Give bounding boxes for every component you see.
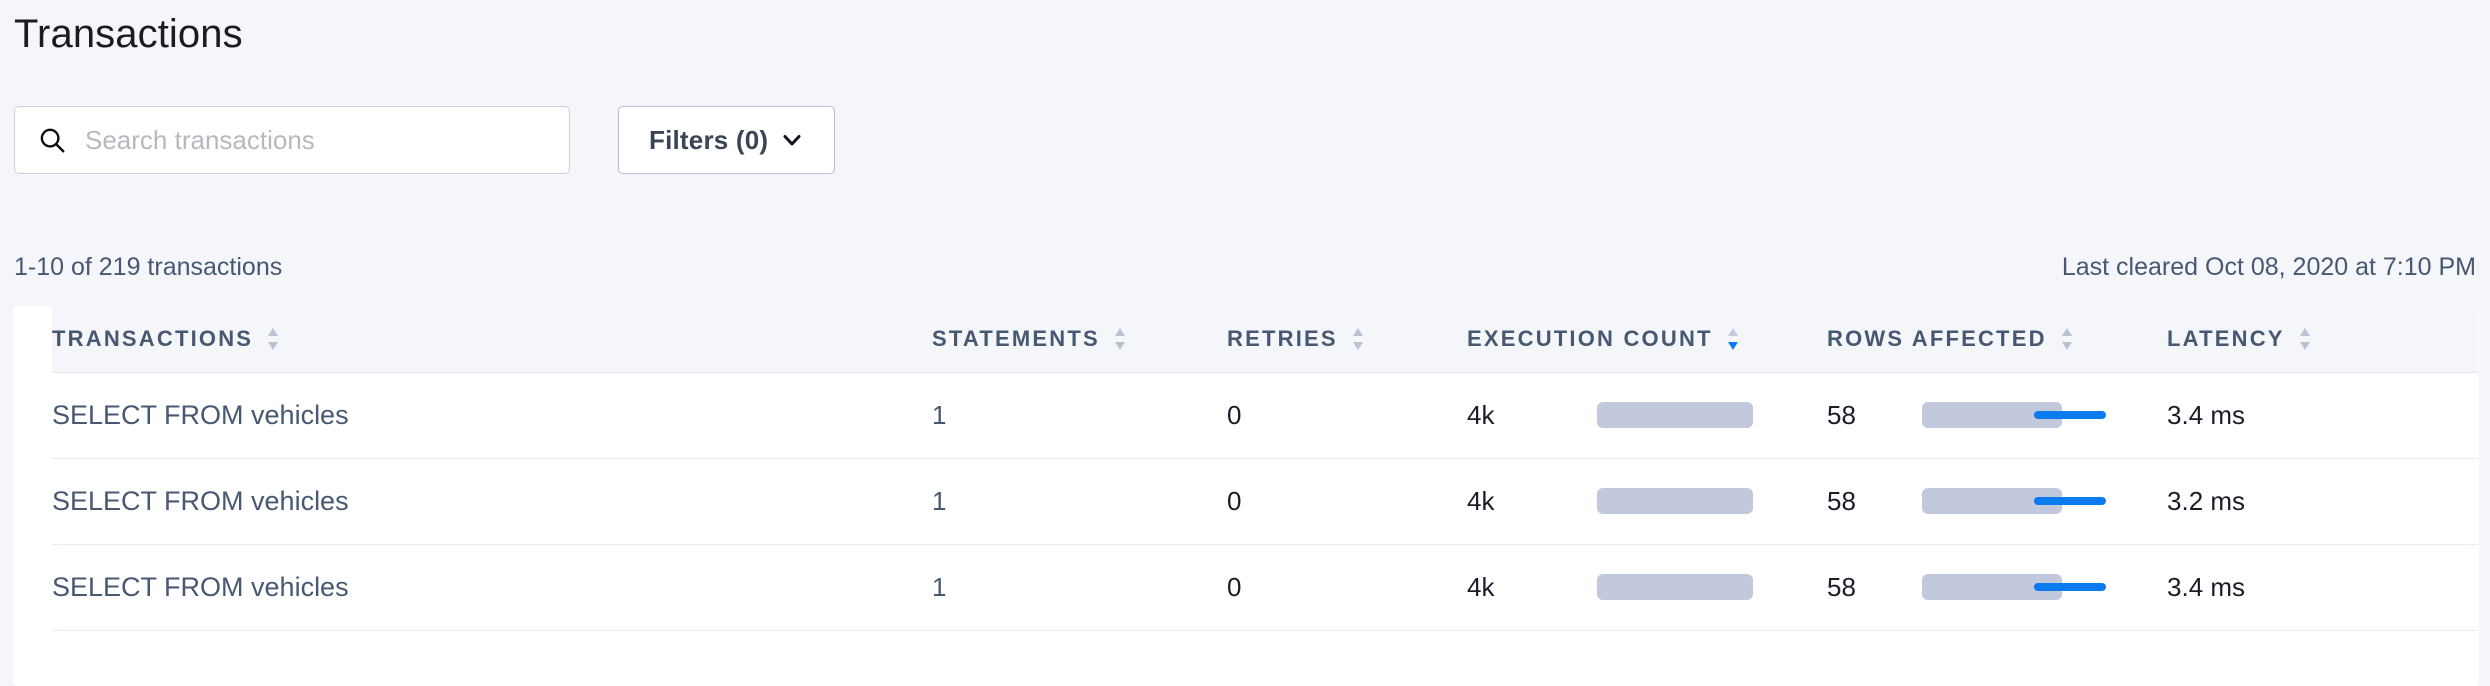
cell-execution-count: 4k: [1467, 544, 1597, 631]
rows-affected-value: 58: [1827, 400, 1856, 430]
column-header-transactions[interactable]: TRANSACTIONS: [52, 306, 932, 373]
cell-statements: 1: [932, 372, 1227, 459]
toolbar: Filters (0): [14, 106, 836, 174]
cell-rows-affected: 58: [1827, 458, 1922, 545]
cell-rows-affected-bar: [1922, 544, 2168, 631]
cell-rows-affected: 58: [1827, 372, 1922, 459]
sort-toggle-latency-icon[interactable]: [2297, 323, 2313, 355]
column-header-retries[interactable]: RETRIES: [1227, 306, 1467, 373]
retries-value: 0: [1227, 400, 1242, 430]
execution-count-bar: [1597, 402, 1797, 428]
transaction-link[interactable]: SELECT FROM vehicles: [52, 400, 349, 430]
column-header-statements[interactable]: STATEMENTS: [932, 306, 1227, 373]
results-summary: 1-10 of 219 transactions: [14, 253, 283, 281]
cell-retries: 0: [1227, 458, 1467, 545]
execution-count-value: 4k: [1467, 572, 1495, 602]
rows-affected-bar: [1922, 402, 2122, 428]
execution-count-bar-fill: [1597, 488, 1753, 514]
page-title: Transactions: [14, 12, 243, 56]
cell-execution-count-bar: [1597, 458, 1827, 545]
execution-count-value: 4k: [1467, 400, 1495, 430]
column-header-retries-label: RETRIES: [1227, 325, 1338, 351]
rows-affected-value: 58: [1827, 572, 1856, 602]
transactions-table: TRANSACTIONS STATEMENTS: [52, 306, 2479, 631]
filters-button[interactable]: Filters (0): [618, 106, 836, 174]
table-body: SELECT FROM vehicles 1 0 4k 58: [52, 372, 2479, 631]
column-header-statements-label: STATEMENTS: [932, 325, 1100, 351]
last-cleared-label: Last cleared Oct 08, 2020 at 7:10 PM: [2061, 253, 2476, 281]
column-header-latency-label: LATENCY: [2167, 325, 2285, 351]
execution-count-bar-fill: [1597, 574, 1753, 600]
column-header-rows-affected-label: ROWS AFFECTED: [1827, 325, 2047, 351]
column-header-execution-count[interactable]: EXECUTION COUNT: [1467, 306, 1827, 373]
sort-toggle-statements-icon[interactable]: [1112, 323, 1128, 355]
filters-button-label: Filters (0): [649, 124, 769, 155]
execution-count-value: 4k: [1467, 486, 1495, 516]
cell-execution-count-bar: [1597, 544, 1827, 631]
rows-affected-bar-whisker: [2034, 583, 2106, 591]
latency-value: 3.4 ms: [2167, 400, 2246, 430]
chevron-down-icon: [783, 135, 801, 146]
column-header-rows-affected[interactable]: ROWS AFFECTED: [1827, 306, 2168, 373]
rows-affected-bar-whisker: [2034, 497, 2106, 505]
column-header-execution-count-label: EXECUTION COUNT: [1467, 325, 1713, 351]
transaction-link[interactable]: SELECT FROM vehicles: [52, 572, 349, 602]
cell-statements: 1: [932, 544, 1227, 631]
cell-transaction: SELECT FROM vehicles: [52, 372, 932, 459]
table-header-row: TRANSACTIONS STATEMENTS: [52, 306, 2479, 373]
cell-rows-affected: 58: [1827, 544, 1922, 631]
cell-execution-count: 4k: [1467, 458, 1597, 545]
execution-count-bar-fill: [1597, 402, 1753, 428]
latency-value: 3.2 ms: [2167, 486, 2246, 516]
retries-value: 0: [1227, 486, 1242, 516]
cell-retries: 0: [1227, 372, 1467, 459]
search-box[interactable]: [14, 106, 570, 174]
cell-execution-count-bar: [1597, 372, 1827, 459]
rows-affected-bar: [1922, 574, 2122, 600]
statements-value: 1: [932, 486, 947, 516]
table-header: TRANSACTIONS STATEMENTS: [52, 306, 2479, 373]
rows-affected-bar-whisker: [2034, 411, 2106, 419]
cell-latency: 3.4 ms: [2167, 544, 2479, 631]
cell-transaction: SELECT FROM vehicles: [52, 544, 932, 631]
cell-rows-affected-bar: [1922, 372, 2168, 459]
statements-value: 1: [932, 572, 947, 602]
retries-value: 0: [1227, 572, 1242, 602]
table-row[interactable]: SELECT FROM vehicles 1 0 4k 58: [52, 544, 2479, 631]
cell-retries: 0: [1227, 544, 1467, 631]
cell-latency: 3.2 ms: [2167, 458, 2479, 545]
cell-latency: 3.4 ms: [2167, 372, 2479, 459]
results-meta-row: 1-10 of 219 transactions Last cleared Oc…: [14, 250, 2476, 284]
execution-count-bar: [1597, 488, 1797, 514]
cell-rows-affected-bar: [1922, 458, 2168, 545]
search-icon: [40, 128, 65, 153]
sort-toggle-transactions-icon[interactable]: [265, 323, 281, 355]
search-input[interactable]: [85, 124, 547, 156]
cell-execution-count: 4k: [1467, 372, 1597, 459]
statements-value: 1: [932, 400, 947, 430]
latency-value: 3.4 ms: [2167, 572, 2246, 602]
cell-statements: 1: [932, 458, 1227, 545]
rows-affected-value: 58: [1827, 486, 1856, 516]
sort-toggle-execution-count-icon[interactable]: [1725, 323, 1741, 355]
transactions-table-card: TRANSACTIONS STATEMENTS: [13, 306, 2479, 686]
column-header-transactions-label: TRANSACTIONS: [52, 325, 254, 351]
table-row[interactable]: SELECT FROM vehicles 1 0 4k 58: [52, 458, 2479, 545]
table-row[interactable]: SELECT FROM vehicles 1 0 4k 58: [52, 372, 2479, 459]
execution-count-bar: [1597, 574, 1797, 600]
rows-affected-bar: [1922, 488, 2122, 514]
column-header-latency[interactable]: LATENCY: [2167, 306, 2479, 373]
cell-transaction: SELECT FROM vehicles: [52, 458, 932, 545]
transaction-link[interactable]: SELECT FROM vehicles: [52, 486, 349, 516]
sort-toggle-rows-affected-icon[interactable]: [2059, 323, 2075, 355]
sort-toggle-retries-icon[interactable]: [1350, 323, 1366, 355]
